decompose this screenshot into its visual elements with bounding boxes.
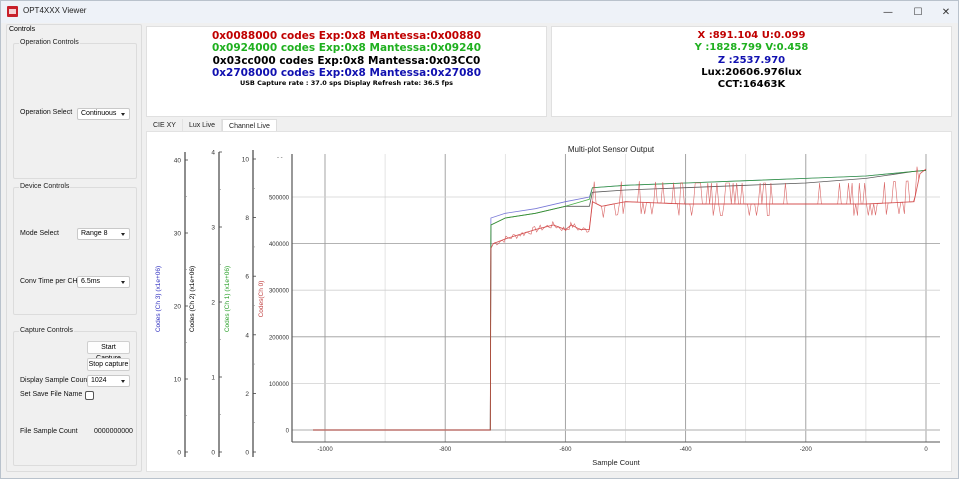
tab-channel-live[interactable]: Channel Live — [222, 119, 277, 132]
display-sample-count-value: 1024 — [91, 377, 107, 384]
svg-text:100000: 100000 — [269, 382, 290, 388]
chevron-down-icon — [121, 113, 125, 116]
operation-select-label: Operation Select — [20, 109, 73, 116]
ch3-codes-line: 0x2708000 codes Exp:0x8 Mantessa:0x27080 — [211, 66, 482, 79]
svg-text:0: 0 — [245, 450, 249, 457]
operation-select[interactable]: Continuous — [77, 108, 130, 120]
svg-text:6: 6 — [245, 274, 249, 281]
file-sample-count-value: 0000000000 — [94, 428, 133, 435]
svg-text:- -: - - — [277, 155, 283, 161]
color-metrics-panel: X :891.104 U:0.099 Y :1828.799 V:0.458 Z… — [551, 26, 952, 117]
tab-cie-xy[interactable]: CIE XY — [147, 119, 183, 132]
set-save-file-name-label: Set Save File Name — [20, 391, 83, 398]
svg-text:400000: 400000 — [269, 242, 290, 248]
minimize-button[interactable]: — — [883, 6, 893, 18]
svg-text:Codes (Ch 1) (x1e+06): Codes (Ch 1) (x1e+06) — [224, 266, 231, 332]
title-bar: OPT4XXX Viewer — ☐ ✕ — [1, 1, 958, 23]
svg-text:0: 0 — [211, 450, 215, 457]
conv-time-select[interactable]: 6.5ms — [77, 276, 130, 288]
maximize-button[interactable]: ☐ — [913, 6, 923, 18]
device-controls-title: Device Controls — [19, 183, 71, 190]
svg-text:300000: 300000 — [269, 289, 290, 295]
mode-select-label: Mode Select — [20, 230, 59, 237]
tab-lux-live[interactable]: Lux Live — [182, 119, 223, 132]
app-logo-icon — [7, 6, 18, 17]
start-capture-button[interactable]: Start Capture — [87, 341, 130, 362]
svg-text:200000: 200000 — [269, 335, 290, 341]
svg-text:1: 1 — [211, 375, 215, 382]
svg-text:20: 20 — [174, 304, 182, 311]
svg-text:3: 3 — [211, 225, 215, 232]
svg-text:Codes(Ch 0): Codes(Ch 0) — [258, 281, 265, 318]
channel-live-chart: Multi-plot Sensor Output 0 100000 200000 300… — [146, 131, 952, 472]
svg-text:4: 4 — [245, 332, 249, 339]
chevron-down-icon — [121, 380, 125, 383]
close-button[interactable]: ✕ — [941, 6, 951, 18]
z-line: Z :2537.970 — [717, 54, 786, 66]
lux-line: Lux:20606.976lux — [701, 66, 802, 78]
y-v-line: Y :1828.799 V:0.458 — [694, 42, 809, 54]
svg-text:4: 4 — [211, 150, 215, 157]
display-sample-count-select[interactable]: 1024 — [87, 375, 130, 387]
stop-capture-button[interactable]: Stop capture — [87, 358, 130, 371]
window-edge — [952, 24, 958, 474]
svg-text:10: 10 — [242, 157, 250, 164]
mode-select[interactable]: Range 8 — [77, 228, 130, 240]
svg-text:2: 2 — [245, 391, 249, 398]
svg-text:30: 30 — [174, 231, 182, 238]
svg-text:-1000: -1000 — [317, 447, 333, 453]
mode-select-value: Range 8 — [81, 230, 108, 237]
codes-panel: 0x0088000 codes Exp:0x8 Mantessa:0x00880… — [146, 26, 547, 117]
svg-text:-600: -600 — [559, 447, 572, 453]
svg-text:40: 40 — [174, 158, 182, 165]
multi-plot-chart: Multi-plot Sensor Output0100000200000300… — [155, 145, 940, 467]
display-sample-count-label: Display Sample Count — [20, 377, 90, 384]
svg-text:0: 0 — [286, 429, 290, 435]
chevron-down-icon — [121, 281, 125, 284]
cct-line: CCT:16463K — [717, 79, 786, 91]
operation-select-value: Continuous — [81, 110, 117, 117]
svg-text:-400: -400 — [680, 447, 693, 453]
capture-controls-title: Capture Controls — [19, 327, 74, 334]
conv-time-value: 6.5ms — [81, 278, 101, 285]
svg-text:-200: -200 — [800, 447, 813, 453]
capture-controls-group — [13, 331, 137, 466]
svg-text:Codes (Ch 2) (x1e+06): Codes (Ch 2) (x1e+06) — [189, 266, 196, 332]
view-tabs: CIE XY Lux Live Channel Live — [147, 119, 277, 132]
conv-time-label: Conv Time per CH — [20, 278, 78, 285]
svg-text:500000: 500000 — [269, 196, 290, 202]
ch1-codes-line: 0x0924000 codes Exp:0x8 Mantessa:0x09240 — [211, 42, 482, 55]
device-controls-group — [13, 187, 137, 315]
chevron-down-icon — [121, 233, 125, 236]
svg-text:Codes (Ch 3) (x1e+06): Codes (Ch 3) (x1e+06) — [155, 266, 162, 332]
x-u-line: X :891.104 U:0.099 — [697, 30, 806, 41]
operation-controls-title: Operation Controls — [19, 39, 80, 46]
ch2-codes-line: 0x03cc000 codes Exp:0x8 Mantessa:0x03CC0 — [212, 54, 481, 67]
svg-text:-800: -800 — [439, 447, 452, 453]
svg-text:0: 0 — [177, 450, 181, 457]
window-title: OPT4XXX Viewer — [23, 6, 87, 15]
save-file-name-checkbox[interactable] — [85, 391, 94, 400]
svg-text:2: 2 — [211, 300, 215, 307]
controls-title: Controls — [8, 26, 37, 33]
capture-rate-text: USB Capture rate : 37.0 sps Display Refr… — [239, 79, 454, 88]
controls-panel — [6, 24, 142, 472]
svg-text:Multi-plot Sensor Output: Multi-plot Sensor Output — [568, 145, 655, 154]
svg-text:Sample Count: Sample Count — [592, 458, 640, 467]
file-sample-count-label: File Sample Count — [20, 428, 78, 435]
svg-text:0: 0 — [924, 447, 928, 453]
ch0-codes-line: 0x0088000 codes Exp:0x8 Mantessa:0x00880 — [211, 30, 482, 42]
svg-text:10: 10 — [174, 377, 182, 384]
svg-text:8: 8 — [245, 215, 249, 222]
